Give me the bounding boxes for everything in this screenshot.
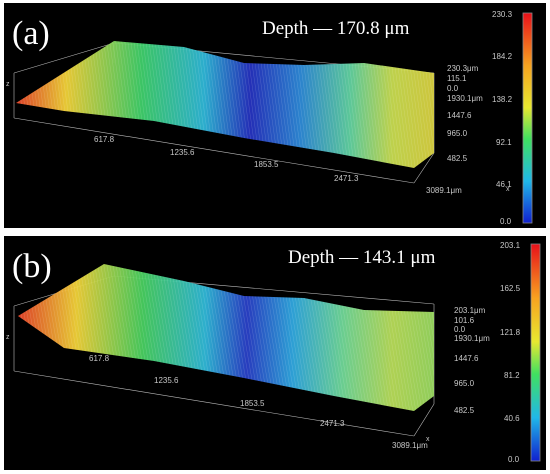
surface-plot-a <box>13 12 533 224</box>
depth-label-a: Depth — 170.8 μm <box>262 18 410 39</box>
surface-plot-b <box>13 243 541 462</box>
z-tick-a-3: 0.0 <box>447 84 459 93</box>
z-tick-a-2: 115.1 <box>447 74 467 83</box>
x-tick-a-1: 617.8 <box>94 135 115 144</box>
colorbar-tick-a-2: 184.2 <box>492 52 513 61</box>
colorbar-tick-a-5: 46.1 <box>496 180 512 189</box>
colorbar-tick-a-3: 138.2 <box>492 95 513 104</box>
depth-label-b: Depth — 143.1 μm <box>288 247 436 268</box>
x-tick-a-4: 2471.3 <box>334 174 359 183</box>
colorbar-tick-b-4: 81.2 <box>504 371 520 380</box>
x-tick-a-5: 3089.1μm <box>426 186 462 195</box>
z-tick-a-1: 230.3μm <box>447 64 479 73</box>
colorbar-tick-a-6: 0.0 <box>500 217 512 226</box>
y-tick-a-1: 1930.1μm <box>447 94 483 103</box>
y-tick-b-2: 1447.6 <box>454 354 479 363</box>
x-tick-a-3: 1853.5 <box>254 160 279 169</box>
colorbar-tick-b-5: 40.6 <box>504 414 520 423</box>
colorbar-tick-b-6: 0.0 <box>508 455 520 464</box>
x-tick-b-1: 617.8 <box>89 354 110 363</box>
z-tick-b-1: 203.1μm <box>454 306 486 315</box>
x-tick-b-5: 3089.1μm <box>392 441 428 450</box>
colorbar-b <box>530 243 541 462</box>
y-tick-b-4: 482.5 <box>454 406 475 415</box>
colorbar-tick-b-3: 121.8 <box>500 328 521 337</box>
y-tick-b-1: 1930.1μm <box>454 334 490 343</box>
panel-a: (a) Depth — 170.8 μm z x 617.8 1235.6 18… <box>4 3 546 228</box>
z-axis-letter-b: z <box>6 334 10 341</box>
z-axis-letter-a: z <box>6 81 10 88</box>
x-axis-letter-b: x <box>426 436 430 443</box>
y-tick-b-3: 965.0 <box>454 379 475 388</box>
z-tick-b-3: 0.0 <box>454 325 466 334</box>
panel-label-a: (a) <box>12 15 50 52</box>
y-tick-a-4: 482.5 <box>447 154 468 163</box>
x-axis-letter-a: x <box>506 186 510 193</box>
x-tick-b-3: 1853.5 <box>240 399 265 408</box>
y-tick-a-3: 965.0 <box>447 129 468 138</box>
x-tick-a-2: 1235.6 <box>170 148 195 157</box>
x-tick-b-2: 1235.6 <box>154 376 179 385</box>
colorbar-tick-b-1: 203.1 <box>500 241 521 250</box>
colorbar-a <box>522 12 533 224</box>
panel-b: (b) Depth — 143.1 μm z x 617.8 1235.6 18… <box>4 236 546 470</box>
z-tick-b-2: 101.6 <box>454 316 475 325</box>
colorbar-tick-a-4: 92.1 <box>496 138 512 147</box>
colorbar-tick-b-2: 162.5 <box>500 284 521 293</box>
x-tick-b-4: 2471.3 <box>320 419 345 428</box>
y-tick-a-2: 1447.6 <box>447 111 472 120</box>
panel-label-b: (b) <box>12 248 52 285</box>
colorbar-tick-a-1: 230.3 <box>492 10 513 19</box>
